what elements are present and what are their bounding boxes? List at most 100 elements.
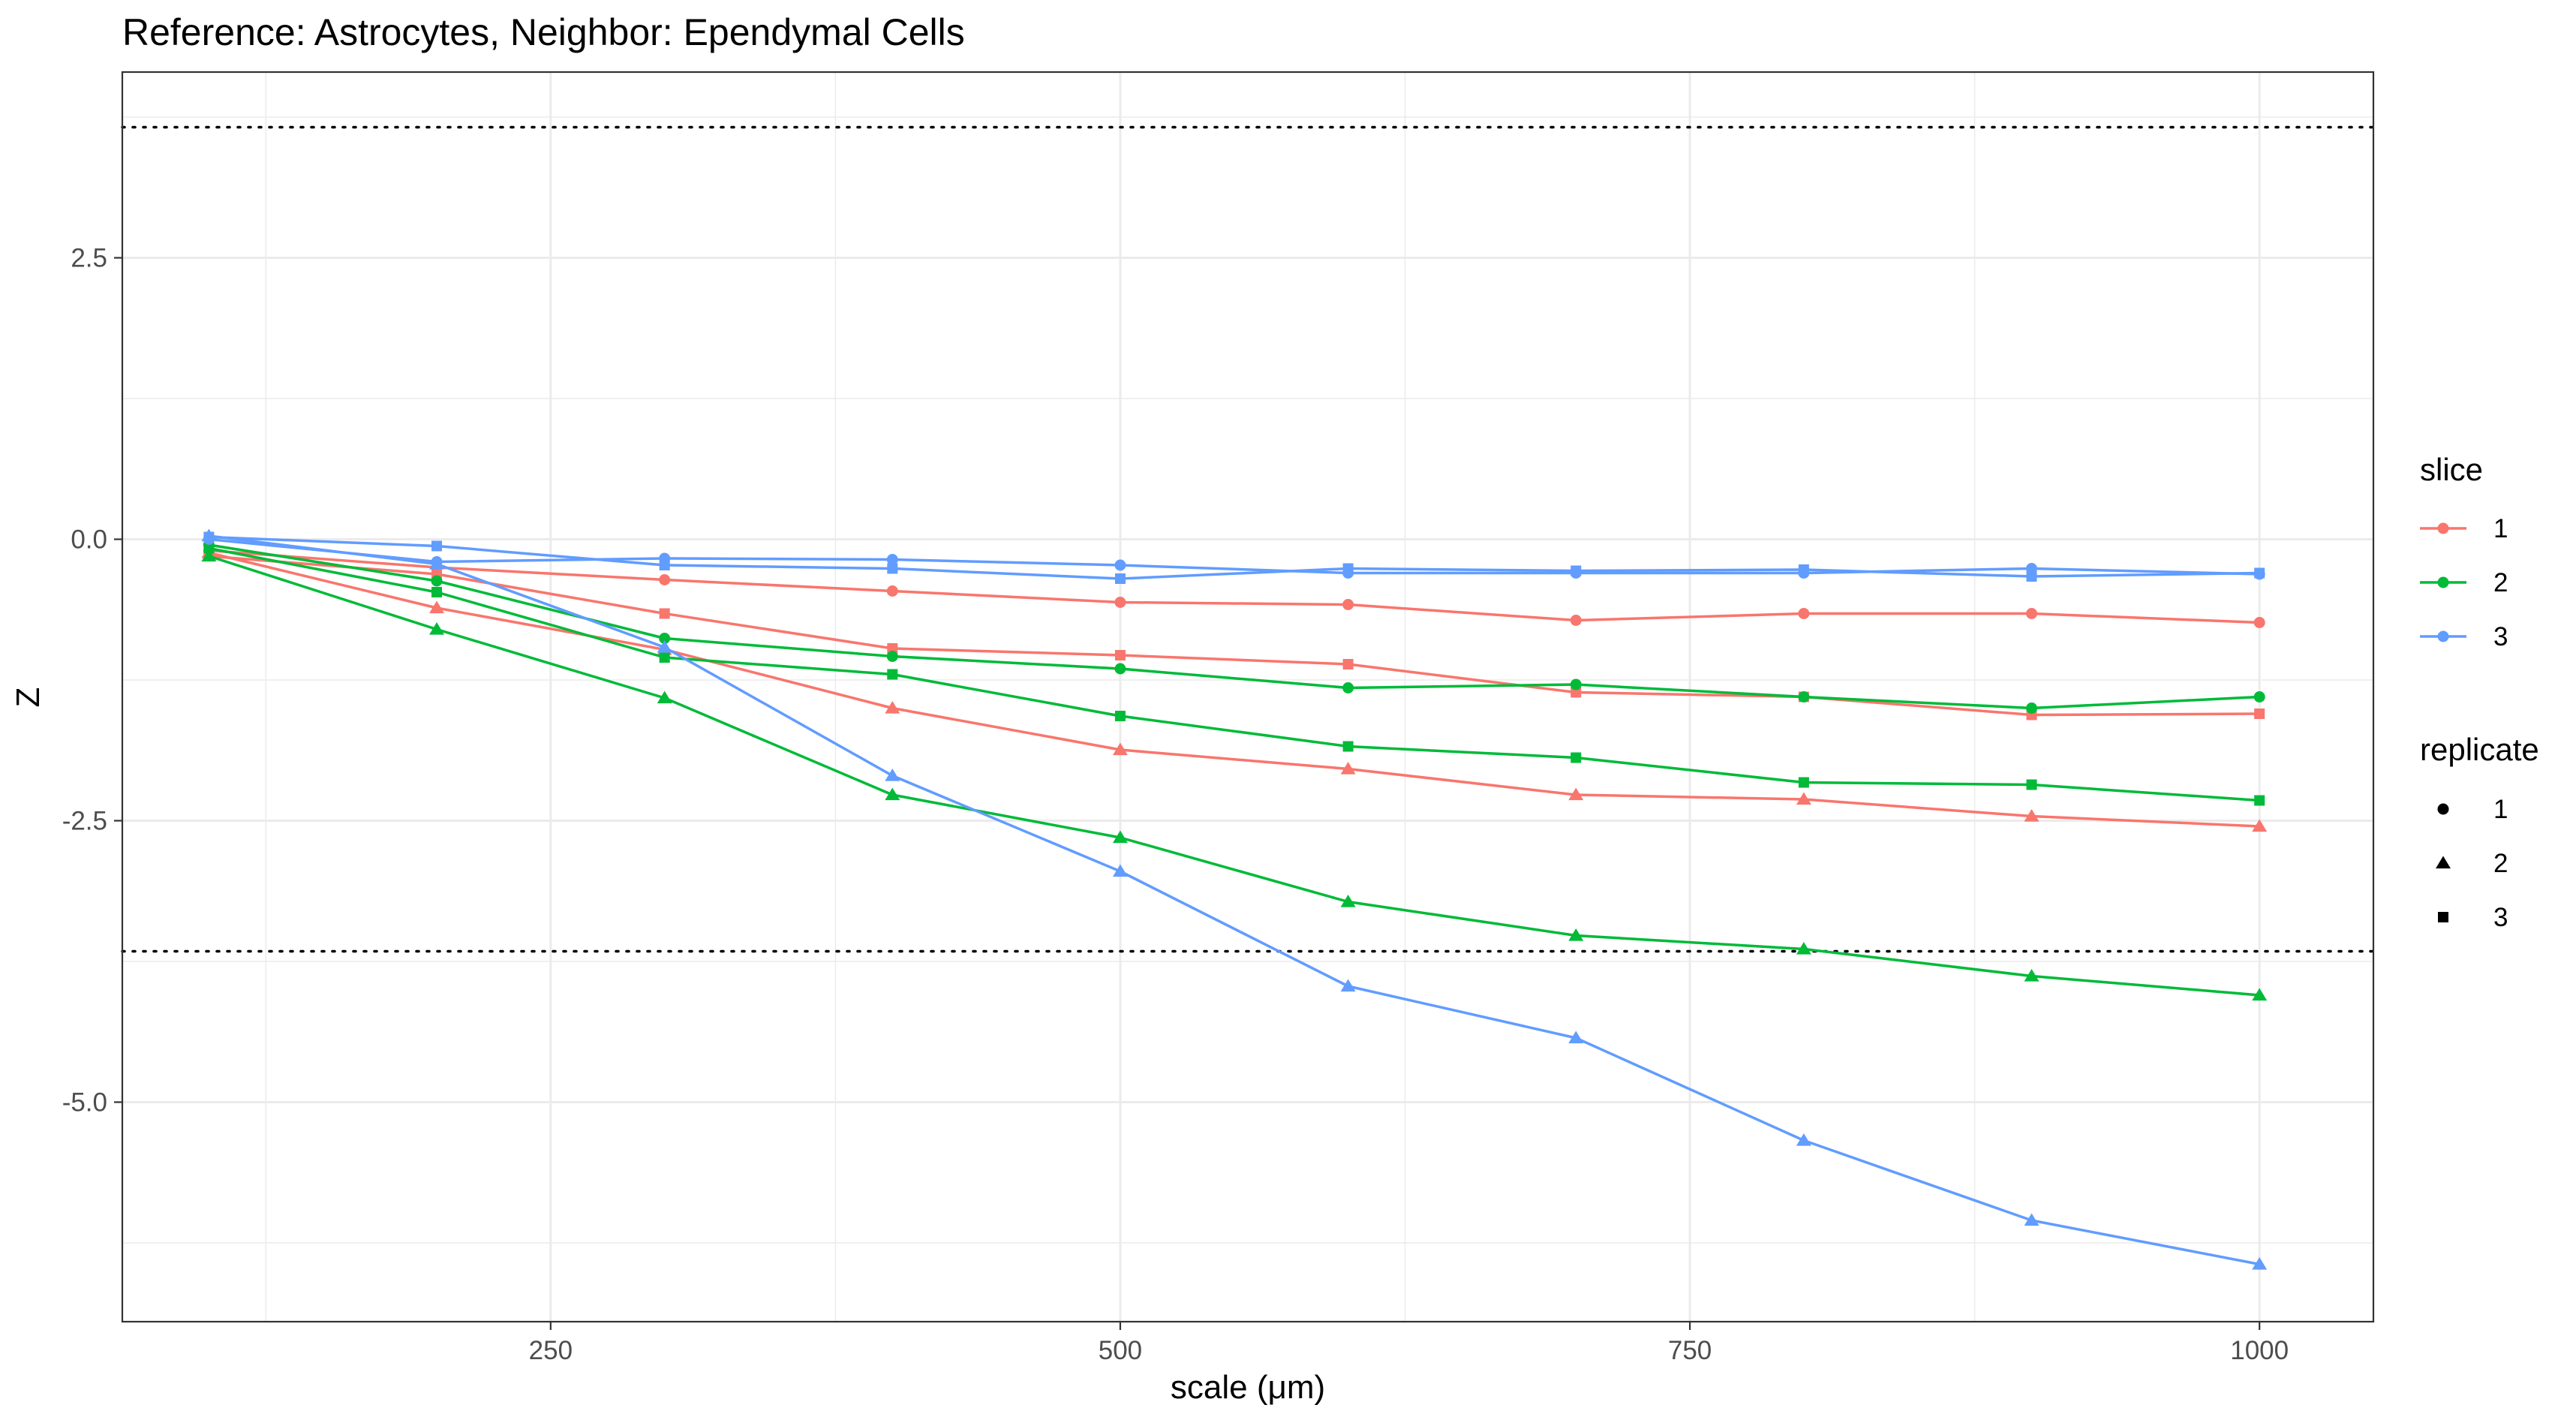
data-point (2253, 617, 2265, 628)
data-point (429, 557, 445, 570)
series-slice-1-replicate-2 (201, 546, 2268, 832)
data-point (886, 651, 898, 662)
legend-key-point (2437, 522, 2449, 534)
series-line (209, 535, 2260, 580)
data-point (1571, 752, 1582, 763)
data-point (1114, 597, 1126, 608)
data-point (2026, 702, 2038, 714)
data-point (2026, 779, 2037, 790)
data-point (1114, 573, 1126, 584)
data-point (886, 585, 898, 597)
legend-key-point (2437, 576, 2449, 588)
legend-key-point (2437, 630, 2449, 642)
series-slice-3-replicate-3 (203, 531, 2265, 584)
data-point (2252, 819, 2268, 832)
data-point (1114, 663, 1126, 675)
data-point (429, 600, 445, 614)
data-point (2253, 691, 2265, 702)
data-point (1112, 830, 1128, 844)
legend-label: 2 (2493, 849, 2508, 878)
data-point (429, 622, 445, 635)
data-point (203, 543, 215, 554)
data-point (1571, 565, 1582, 576)
x-tick-label: 1000 (2230, 1336, 2289, 1365)
data-point (1340, 895, 1356, 907)
x-tick-label: 500 (1099, 1336, 1142, 1365)
y-tick-label: -2.5 (62, 807, 107, 836)
data-point (1570, 615, 1582, 626)
data-point (431, 587, 443, 597)
legend-key-shape (2436, 856, 2451, 869)
data-point (1798, 691, 1810, 702)
series-line (209, 534, 2260, 1266)
series-group (201, 528, 2268, 1270)
data-point (1342, 682, 1354, 693)
data-point (885, 701, 900, 714)
legend-label: 2 (2493, 568, 2508, 597)
data-point (1570, 678, 1582, 690)
data-point (2252, 1257, 2268, 1270)
data-point (1798, 777, 1809, 788)
data-point (1340, 979, 1356, 992)
data-point (2026, 571, 2037, 582)
x-axis-title: scale (μm) (1171, 1369, 1325, 1406)
legend-key-shape (2438, 912, 2448, 922)
data-point (1342, 563, 1354, 574)
data-point (2252, 988, 2268, 1001)
series-slice-2-replicate-3 (203, 543, 2265, 806)
data-point (659, 652, 670, 663)
data-point (1796, 792, 1811, 805)
data-point (1798, 564, 1809, 575)
data-point (431, 575, 443, 587)
data-point (659, 574, 671, 585)
series-slice-3-replicate-2 (201, 528, 2268, 1270)
data-point (1112, 864, 1128, 877)
chart-title: Reference: Astrocytes, Neighbor: Ependym… (122, 11, 965, 53)
x-tick-label: 750 (1668, 1336, 1712, 1365)
data-point (1342, 659, 1354, 669)
legend: slice 1 2 3 replicate 1 2 3 (2420, 452, 2539, 932)
data-point (2024, 809, 2039, 822)
data-point (659, 560, 670, 570)
data-point (2026, 608, 2038, 619)
data-point (1568, 1030, 1584, 1044)
reference-lines (121, 125, 2375, 953)
series-line (209, 537, 2260, 576)
data-point (2254, 708, 2265, 719)
data-point (1796, 942, 1811, 955)
series-slice-2-replicate-1 (203, 539, 2265, 714)
y-tick-label: 0.0 (71, 525, 107, 555)
axes: 250 500 750 1000 2.5 0.0 -2.5 -5.0 (62, 244, 2289, 1366)
legend-title-slice: slice (2420, 452, 2483, 487)
data-point (1571, 687, 1582, 698)
data-point (659, 608, 670, 619)
data-point (431, 540, 443, 552)
series-line (208, 555, 2260, 997)
data-point (1340, 762, 1356, 775)
data-point (887, 669, 898, 680)
data-point (1568, 787, 1584, 801)
plot-panel-border (121, 71, 2375, 1323)
data-point (203, 531, 215, 543)
data-point (1342, 599, 1354, 610)
y-tick-label: -5.0 (62, 1088, 107, 1118)
x-tick-label: 250 (529, 1336, 573, 1365)
data-point (1114, 559, 1126, 571)
data-point (2254, 567, 2265, 579)
data-point (1798, 608, 1810, 619)
y-tick-label: 2.5 (71, 244, 107, 273)
y-axis-title: Z (10, 687, 47, 708)
legend-label: 1 (2493, 795, 2508, 824)
data-point (887, 563, 898, 574)
grid (122, 72, 2373, 1322)
data-point (2024, 1213, 2039, 1226)
series-line (208, 551, 2260, 828)
legend-key-shape (2437, 803, 2449, 815)
data-point (885, 769, 900, 781)
series-line (209, 543, 2260, 710)
data-point (657, 690, 672, 704)
data-point (1112, 742, 1128, 756)
data-point (1114, 711, 1126, 721)
